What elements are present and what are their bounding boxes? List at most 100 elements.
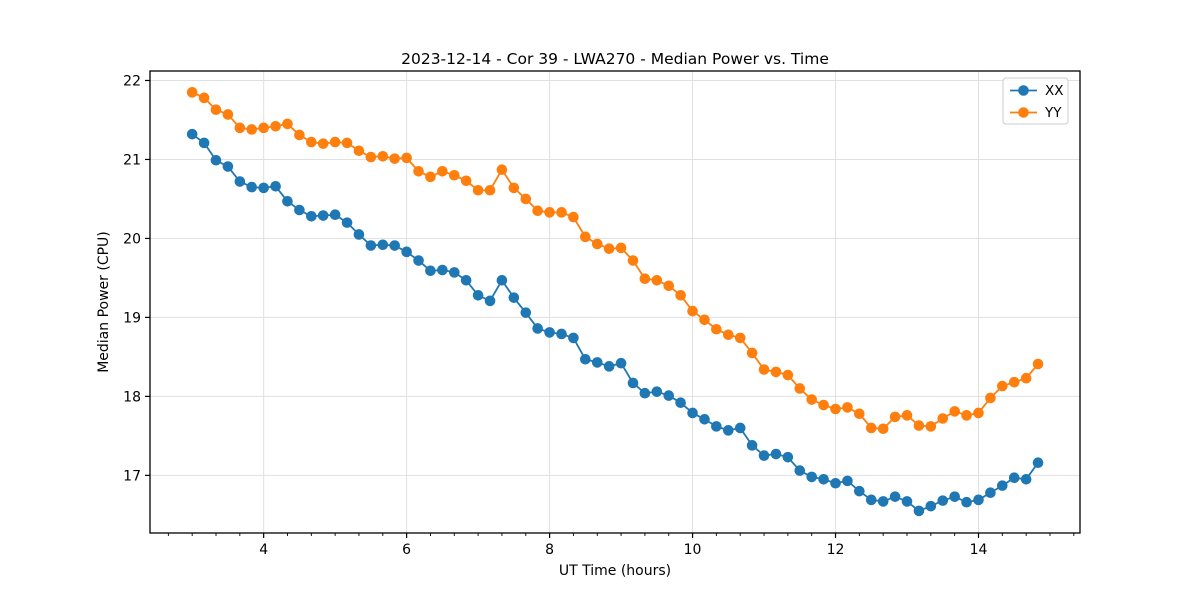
data-point-xx: [317, 210, 329, 221]
data-point-yy: [329, 136, 341, 148]
data-point-yy: [854, 408, 865, 420]
data-point-xx: [282, 196, 293, 207]
data-point-yy: [663, 280, 675, 292]
data-point-yy: [341, 137, 353, 149]
data-point-yy: [317, 138, 329, 149]
legend-swatch-marker-xx: [1018, 85, 1029, 96]
data-point-xx: [854, 485, 865, 497]
data-point-xx: [591, 357, 603, 368]
legend-swatch-marker-yy: [1018, 107, 1029, 118]
data-point-xx: [949, 491, 960, 502]
data-point-xx: [615, 357, 627, 369]
data-point-xx: [377, 239, 389, 251]
data-point-xx: [758, 450, 770, 461]
legend-label-yy: YY: [1044, 105, 1062, 121]
data-point-xx: [973, 494, 984, 506]
legend-label-xx: XX: [1045, 83, 1064, 99]
data-point-xx: [341, 217, 353, 228]
data-point-xx: [484, 295, 496, 307]
plot-border: [149, 70, 1081, 534]
data-point-xx: [472, 289, 484, 301]
data-point-yy: [413, 166, 424, 177]
data-point-xx: [961, 496, 972, 508]
data-point-yy: [580, 231, 591, 243]
data-point-xx: [913, 505, 925, 517]
data-point-xx: [1032, 457, 1044, 469]
data-point-xx: [198, 137, 210, 149]
data-point-yy: [1020, 372, 1032, 384]
y-tick-label: 19: [123, 310, 141, 326]
data-point-yy: [734, 332, 746, 344]
data-point-xx: [508, 292, 520, 303]
data-point-xx: [663, 390, 675, 401]
x-tick-label: 6: [402, 542, 411, 558]
x-tick-label: 14: [970, 542, 988, 558]
data-point-xx: [306, 211, 317, 222]
x-tick-label: 8: [545, 542, 554, 558]
data-point-xx: [401, 246, 412, 258]
data-point-yy: [711, 323, 722, 335]
data-point-yy: [365, 151, 377, 163]
data-point-yy: [806, 394, 818, 405]
data-point-xx: [818, 474, 829, 485]
data-point-xx: [270, 181, 281, 192]
data-point-yy: [591, 238, 603, 250]
data-point-yy: [258, 122, 269, 134]
data-point-xx: [449, 267, 460, 278]
x-tick-label: 10: [684, 542, 702, 558]
data-point-xx: [544, 327, 555, 338]
data-point-yy: [687, 305, 698, 317]
data-point-yy: [306, 136, 317, 148]
data-point-xx: [258, 182, 269, 194]
data-point-yy: [246, 124, 258, 135]
data-point-yy: [568, 211, 579, 223]
data-point-yy: [865, 422, 877, 434]
data-point-xx: [675, 397, 686, 408]
data-point-xx: [770, 448, 782, 460]
chart-title: 2023-12-14 - Cor 39 - LWA270 - Median Po…: [401, 50, 829, 68]
data-point-yy: [913, 420, 925, 431]
data-point-yy: [425, 171, 436, 183]
grid-layer: [150, 71, 1080, 533]
data-point-yy: [377, 150, 389, 162]
y-tick-label: 22: [123, 73, 141, 89]
data-point-yy: [353, 145, 365, 157]
data-point-xx: [365, 240, 377, 251]
y-tick-label: 21: [123, 152, 141, 168]
data-point-yy: [234, 122, 246, 134]
data-point-yy: [1032, 358, 1044, 370]
data-point-yy: [889, 411, 901, 423]
data-point-xx: [925, 500, 937, 512]
data-point-yy: [651, 274, 663, 286]
data-point-yy: [222, 109, 234, 120]
data-point-yy: [544, 207, 555, 218]
data-point-yy: [389, 153, 400, 164]
data-point-xx: [556, 328, 567, 340]
data-point-yy: [901, 410, 913, 421]
data-point-yy: [1008, 376, 1020, 388]
data-point-yy: [508, 182, 520, 194]
data-point-xx: [746, 440, 758, 451]
data-point-xx: [186, 128, 198, 140]
data-point-xx: [830, 477, 841, 489]
x-tick-label: 4: [259, 542, 268, 558]
data-point-xx: [889, 491, 901, 502]
data-point-yy: [472, 184, 484, 196]
data-point-yy: [270, 120, 281, 132]
data-point-yy: [460, 175, 472, 187]
data-point-yy: [997, 380, 1008, 392]
data-point-yy: [782, 369, 794, 381]
data-point-yy: [401, 152, 412, 164]
data-point-xx: [413, 255, 424, 266]
tick-layer: [145, 79, 1075, 538]
data-point-yy: [556, 207, 567, 218]
data-point-yy: [830, 403, 841, 415]
data-point-xx: [580, 353, 591, 365]
data-point-yy: [449, 169, 460, 181]
data-point-xx: [782, 451, 794, 463]
data-point-xx: [699, 413, 710, 425]
data-point-xx: [806, 471, 818, 483]
data-point-yy: [532, 205, 543, 217]
data-point-xx: [603, 361, 615, 372]
